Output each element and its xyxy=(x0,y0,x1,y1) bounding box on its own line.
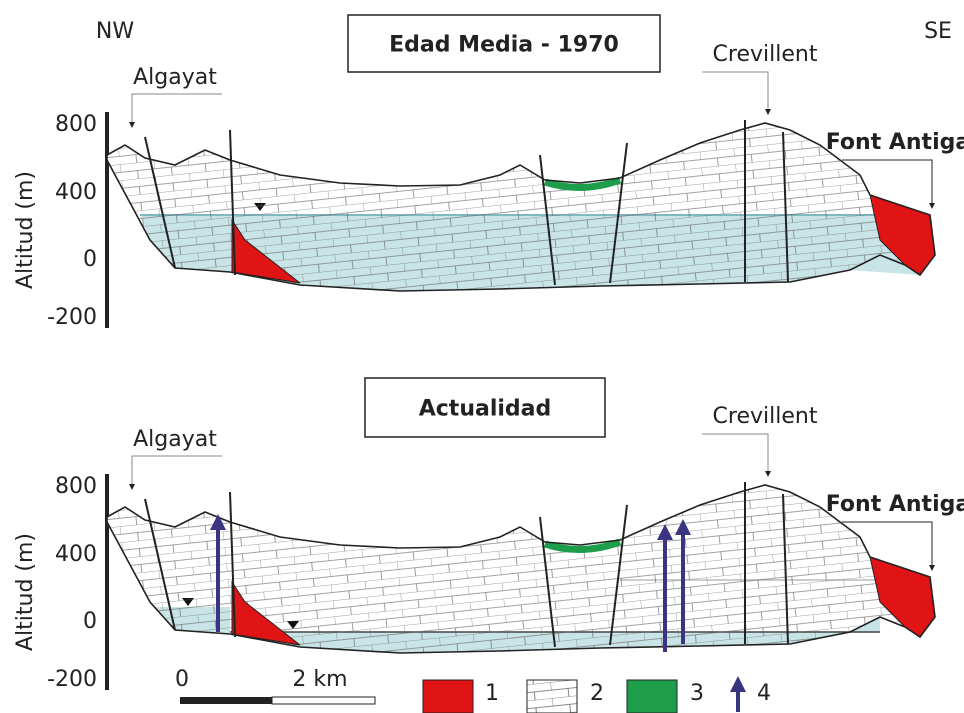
corner-label: NW xyxy=(96,19,134,44)
place-label: Algayat xyxy=(133,427,217,452)
place-label: Font Antiga xyxy=(826,130,964,155)
section-panel: Edad Media - 1970 800 400 0 -200 Altitud (m) A… xyxy=(13,15,964,330)
place-label: Crevillent xyxy=(713,404,818,429)
axis-tick-label: 800 xyxy=(55,474,97,499)
axis-label: Altitud (m) xyxy=(13,533,38,651)
axis-tick-label: 0 xyxy=(83,609,97,634)
cross-section-figure: NWSEEdad Media - 19708004000-200Altitud … xyxy=(0,0,964,713)
section-panel: Actualidad 800 400 0 -200 Altitud (m) Algayat C… xyxy=(13,378,964,692)
pointer xyxy=(702,434,768,474)
legend-swatch xyxy=(527,680,577,713)
legend-label: 4 xyxy=(757,681,771,706)
corner-label: SE xyxy=(924,19,952,44)
scale-bar xyxy=(272,697,375,704)
pointer xyxy=(132,456,222,487)
legend-swatch xyxy=(627,680,677,713)
axis-tick-label: -200 xyxy=(47,305,97,330)
axis-tick-label: 0 xyxy=(83,247,97,272)
panel-title: Edad Media - 1970 xyxy=(389,33,619,58)
scale-label: 0 xyxy=(175,667,189,692)
axis-label: Altitud (m) xyxy=(13,171,38,289)
axis-tick-label: 400 xyxy=(55,180,97,205)
legend-label: 2 xyxy=(590,681,604,706)
panel-title: Actualidad xyxy=(419,397,552,422)
place-label: Crevillent xyxy=(713,42,818,67)
pointer xyxy=(702,72,768,112)
scale-label: 2 km xyxy=(292,667,347,692)
place-label: Font Antiga xyxy=(826,492,964,517)
legend-label: 3 xyxy=(690,681,704,706)
axis-tick-label: 800 xyxy=(55,112,97,137)
legend-label: 1 xyxy=(485,681,499,706)
scale-bar xyxy=(180,697,272,704)
place-label: Algayat xyxy=(133,65,217,90)
pointer xyxy=(132,94,222,125)
axis-tick-label: 400 xyxy=(55,542,97,567)
axis-tick-label: -200 xyxy=(47,667,97,692)
legend-swatch xyxy=(423,680,473,713)
